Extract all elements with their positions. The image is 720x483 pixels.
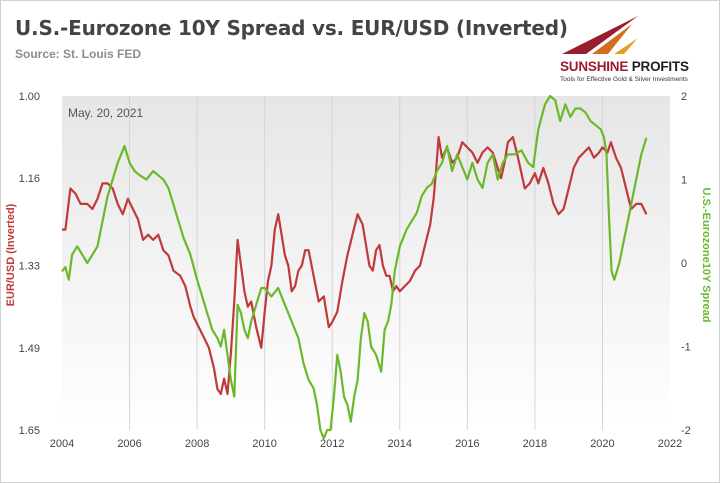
right-tick-label: 0 <box>681 258 687 270</box>
x-tick-label: 2008 <box>185 438 209 450</box>
left-tick-label: 1.00 <box>19 91 40 103</box>
right-tick-label: 1 <box>681 175 687 187</box>
left-tick-label: 1.16 <box>19 173 40 185</box>
right-tick-label: -2 <box>681 425 691 437</box>
x-tick-label: 2020 <box>590 438 614 450</box>
x-axis-ticks: 2004 2006 2008 2010 2012 2014 2016 2018 2020 2022 <box>50 438 682 450</box>
chart-source: Source: St. Louis FED <box>15 47 142 61</box>
grid-lines <box>129 96 603 430</box>
left-axis-ticks: 1.00 1.16 1.33 1.49 1.65 <box>19 91 40 437</box>
logo-wordmark: SUNSHINE PROFITS <box>560 59 689 74</box>
left-tick-label: 1.49 <box>19 343 40 355</box>
eurusd-series-line <box>62 136 648 396</box>
plot-area-background <box>62 96 670 430</box>
spread-series-line <box>61 94 648 440</box>
right-tick-label: 2 <box>681 91 687 103</box>
x-tick-label: 2010 <box>252 438 276 450</box>
x-tick-label: 2016 <box>455 438 479 450</box>
right-axis-ticks: 2 1 0 -1 -2 <box>681 91 691 437</box>
x-tick-label: 2004 <box>50 438 74 450</box>
left-tick-label: 1.65 <box>19 425 40 437</box>
x-tick-label: 2006 <box>117 438 141 450</box>
x-tick-label: 2014 <box>388 438 412 450</box>
date-annotation: May. 20, 2021 <box>68 106 143 120</box>
x-tick-label: 2012 <box>320 438 344 450</box>
x-tick-label: 2022 <box>658 438 682 450</box>
x-tick-label: 2018 <box>523 438 547 450</box>
sun-rays-icon <box>562 16 638 54</box>
logo-tagline: Tools for Effective Gold & Silver Invest… <box>560 76 688 83</box>
sunshine-profits-logo: SUNSHINE PROFITS Tools for Effective Gol… <box>556 12 716 83</box>
left-tick-label: 1.33 <box>19 261 40 273</box>
chart-title: U.S.-Eurozone 10Y Spread vs. EUR/USD (In… <box>15 16 568 40</box>
right-tick-label: -1 <box>681 342 691 354</box>
